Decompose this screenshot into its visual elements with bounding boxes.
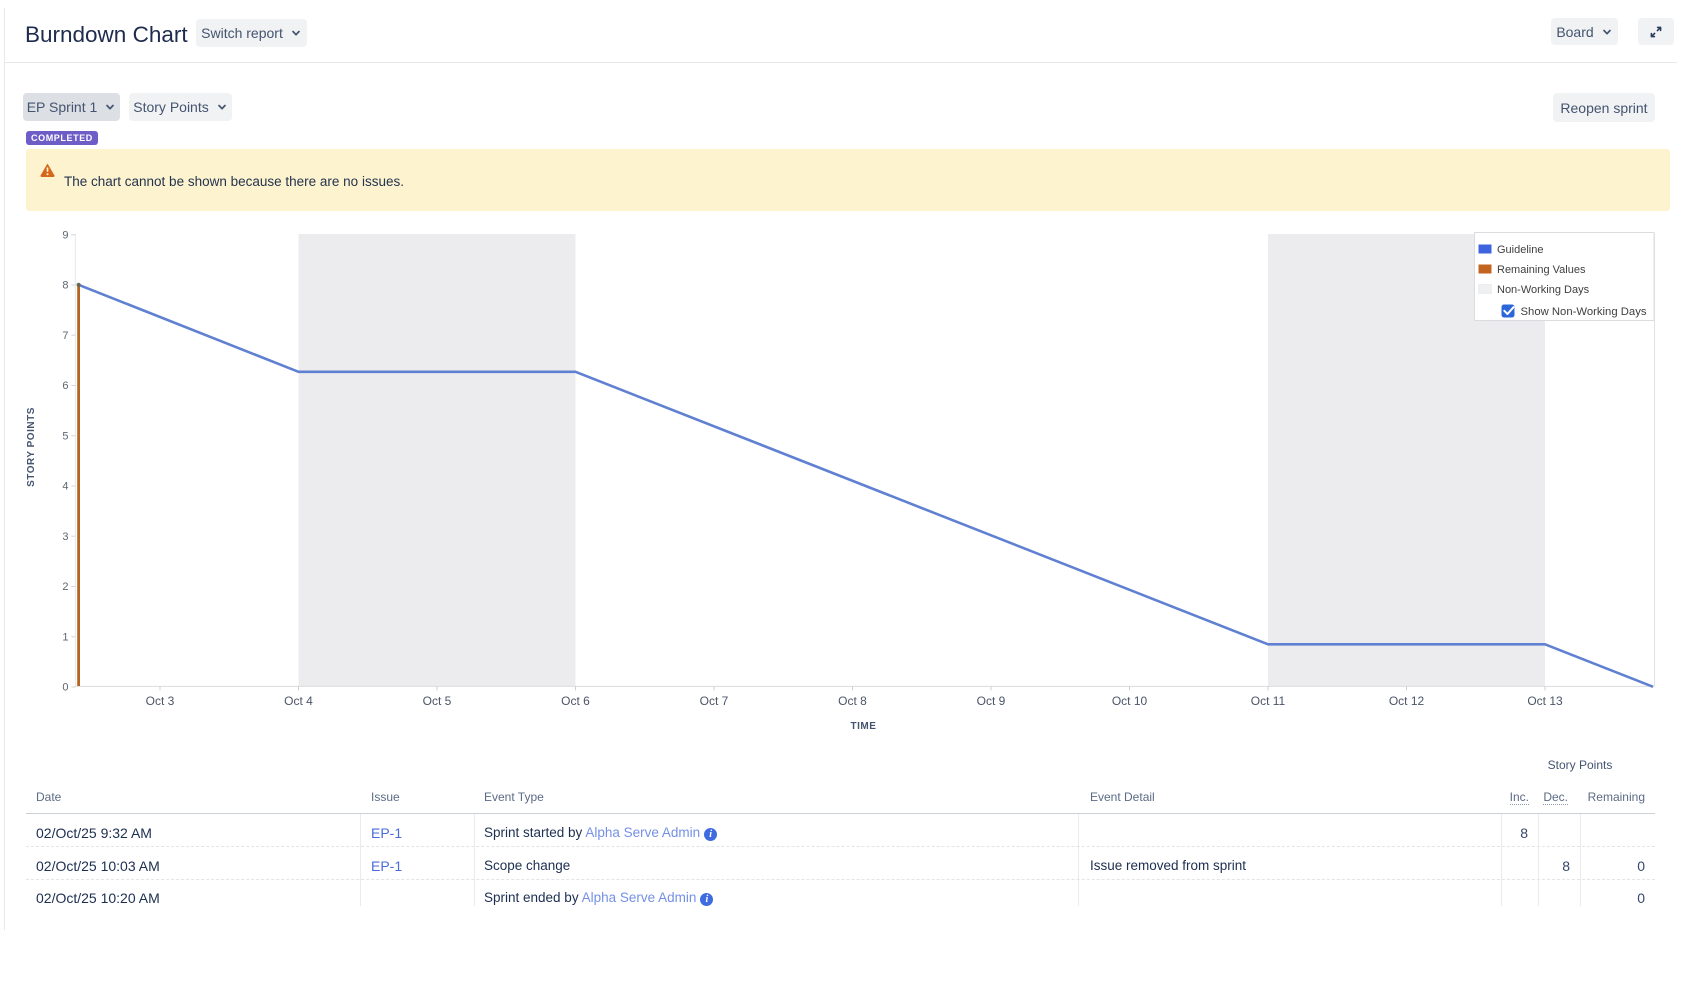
svg-text:STORY POINTS: STORY POINTS — [26, 407, 37, 487]
svg-text:6: 6 — [62, 380, 68, 392]
svg-text:Oct 8: Oct 8 — [838, 694, 867, 708]
svg-text:Oct 6: Oct 6 — [561, 694, 590, 708]
svg-text:Oct 4: Oct 4 — [284, 694, 313, 708]
svg-text:Remaining Values: Remaining Values — [1497, 264, 1586, 276]
svg-text:Oct 9: Oct 9 — [977, 694, 1006, 708]
svg-text:Oct 13: Oct 13 — [1527, 694, 1563, 708]
svg-text:Oct 3: Oct 3 — [146, 694, 175, 708]
svg-text:1: 1 — [62, 632, 68, 644]
svg-text:2: 2 — [62, 581, 68, 593]
svg-text:Oct 12: Oct 12 — [1389, 694, 1425, 708]
svg-text:Oct 7: Oct 7 — [700, 694, 729, 708]
svg-text:Oct 10: Oct 10 — [1112, 694, 1148, 708]
svg-text:8: 8 — [62, 280, 68, 292]
svg-text:5: 5 — [62, 430, 68, 442]
svg-text:Oct 11: Oct 11 — [1251, 694, 1286, 708]
svg-text:Oct 5: Oct 5 — [423, 694, 452, 708]
svg-text:TIME: TIME — [851, 721, 877, 732]
svg-text:7: 7 — [62, 330, 68, 342]
svg-text:3: 3 — [62, 531, 68, 543]
svg-text:Non-Working Days: Non-Working Days — [1497, 284, 1590, 296]
svg-text:4: 4 — [62, 481, 68, 493]
svg-text:Guideline: Guideline — [1497, 244, 1543, 256]
svg-text:9: 9 — [62, 229, 68, 241]
svg-text:Show Non-Working Days: Show Non-Working Days — [1521, 306, 1647, 318]
svg-text:0: 0 — [62, 682, 68, 694]
